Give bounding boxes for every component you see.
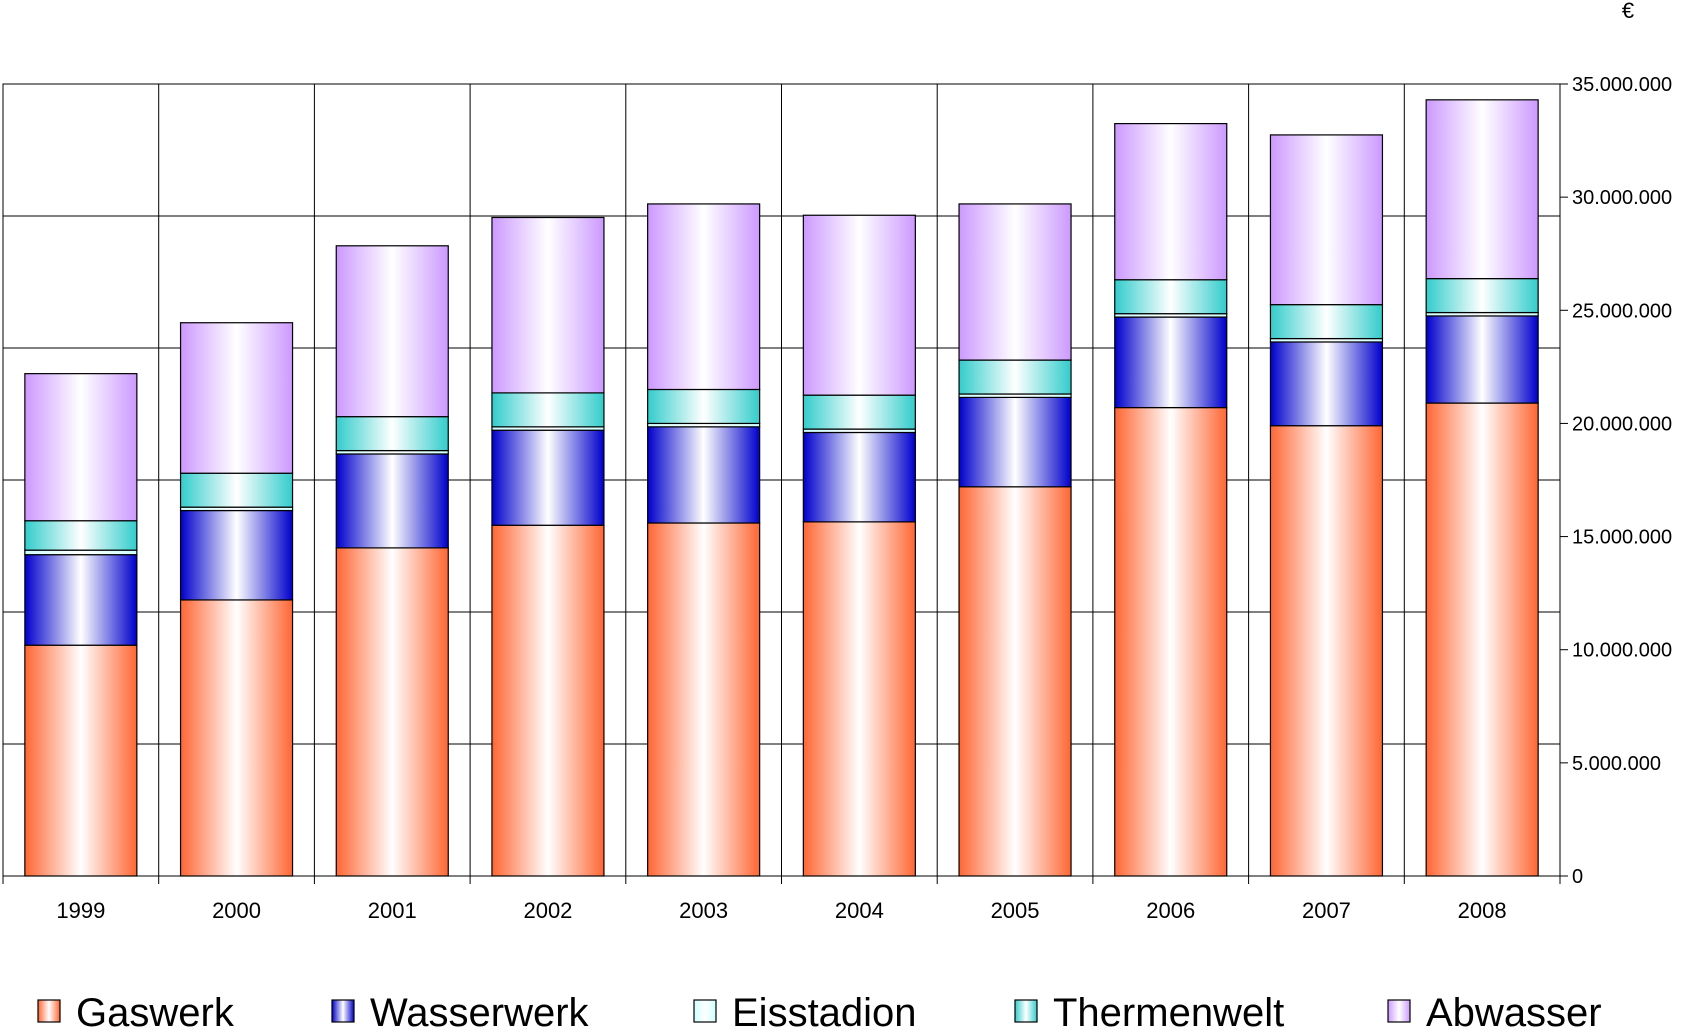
bar-segment-wasserwerk-2007 [1269, 341, 1384, 427]
bar-segment-abwasser-2005 [958, 203, 1072, 361]
bar-segment-thermenwelt-2004 [802, 394, 916, 430]
bar-segment-gaswerk-2004 [802, 521, 916, 877]
bar-segment-abwasser-2000 [179, 322, 294, 474]
legend-label-thermenwelt: Thermenwelt [1053, 991, 1284, 1035]
bar-segment-thermenwelt-2003 [647, 388, 761, 425]
x-tick-label: 2006 [1146, 898, 1195, 923]
x-tick-label: 2002 [523, 898, 572, 923]
x-tick-label: 2005 [991, 898, 1040, 923]
bar-segment-gaswerk-2008 [1425, 402, 1539, 877]
bar-segment-thermenwelt-2006 [1114, 279, 1228, 315]
bar-segment-abwasser-2001 [335, 245, 449, 418]
legend-label-wasserwerk: Wasserwerk [370, 991, 590, 1035]
bar-segment-wasserwerk-2005 [958, 396, 1072, 488]
x-tick-label: 2004 [835, 898, 884, 923]
bars [24, 99, 1539, 877]
bar-segment-gaswerk-2002 [491, 524, 605, 877]
legend-swatch-abwasser [1387, 999, 1411, 1023]
bar-segment-wasserwerk-2000 [179, 509, 294, 601]
x-tick-label: 2001 [368, 898, 417, 923]
y-tick-label: 5.000.000 [1572, 753, 1661, 775]
bar-segment-gaswerk-2006 [1114, 406, 1228, 877]
bar-segment-thermenwelt-1999 [24, 520, 138, 551]
y-tick-label: 25.000.000 [1572, 300, 1672, 322]
bar-segment-wasserwerk-1999 [24, 554, 138, 646]
y-tick-label: 10.000.000 [1572, 640, 1672, 662]
unit-label: € [1622, 0, 1634, 23]
bar-segment-abwasser-2004 [802, 214, 916, 396]
y-tick-label: 0 [1572, 866, 1583, 888]
bar-segment-abwasser-2008 [1425, 99, 1539, 280]
bar-segment-abwasser-2007 [1269, 134, 1384, 306]
bar-segment-wasserwerk-2006 [1114, 316, 1228, 409]
y-tick-label: 20.000.000 [1572, 413, 1672, 435]
bar-segment-eisstadion-1999 [24, 549, 138, 556]
x-tick-label: 2003 [679, 898, 728, 923]
bar-segment-abwasser-2002 [491, 216, 605, 394]
bar-segment-thermenwelt-2007 [1269, 304, 1384, 340]
bar-segment-abwasser-2003 [647, 203, 761, 391]
bar-segment-thermenwelt-2001 [335, 416, 449, 452]
x-tick-label: 2007 [1302, 898, 1351, 923]
axes: 0 5.000.000 10.000.000 15.000.000 20.000.000… [2, 74, 1672, 923]
legend-label-gaswerk: Gaswerk [76, 991, 235, 1035]
x-tick-label: 1999 [56, 898, 105, 923]
legend-swatch-thermenwelt [1014, 999, 1038, 1023]
legend-swatch-eisstadion [693, 999, 717, 1023]
legend-label-eisstadion: Eisstadion [732, 991, 917, 1035]
legend-label-abwasser: Abwasser [1426, 991, 1602, 1035]
bar-segment-wasserwerk-2008 [1425, 315, 1539, 404]
bar-segment-wasserwerk-2002 [491, 429, 605, 526]
legend-swatch-gaswerk [37, 999, 61, 1023]
bar-segment-wasserwerk-2004 [802, 431, 916, 523]
bar-segment-wasserwerk-2001 [335, 453, 449, 549]
bar-segment-thermenwelt-2000 [179, 472, 294, 508]
bar-segment-gaswerk-2005 [958, 486, 1072, 877]
x-tick-label: 2000 [212, 898, 261, 923]
bar-segment-gaswerk-1999 [24, 644, 138, 877]
bar-segment-gaswerk-2003 [647, 522, 761, 877]
bar-segment-thermenwelt-2005 [958, 359, 1072, 395]
bar-segment-gaswerk-2000 [179, 599, 294, 877]
bar-segment-thermenwelt-2008 [1425, 278, 1539, 314]
bar-segment-gaswerk-2001 [335, 547, 449, 877]
y-tick-label: 15.000.000 [1572, 527, 1672, 549]
y-tick-label: 30.000.000 [1572, 187, 1672, 209]
bar-segment-wasserwerk-2003 [647, 426, 761, 524]
x-tick-label: 2008 [1458, 898, 1507, 923]
bar-segment-abwasser-2006 [1114, 122, 1228, 281]
y-tick-label: 35.000.000 [1572, 74, 1672, 96]
bar-segment-gaswerk-2007 [1269, 425, 1384, 877]
legend: Gaswerk Wasserwerk Eisstadion Thermenwelt Ab… [37, 991, 1602, 1035]
legend-swatch-wasserwerk [331, 999, 355, 1023]
bar-segment-thermenwelt-2002 [491, 392, 605, 428]
bar-segment-abwasser-1999 [24, 373, 138, 522]
